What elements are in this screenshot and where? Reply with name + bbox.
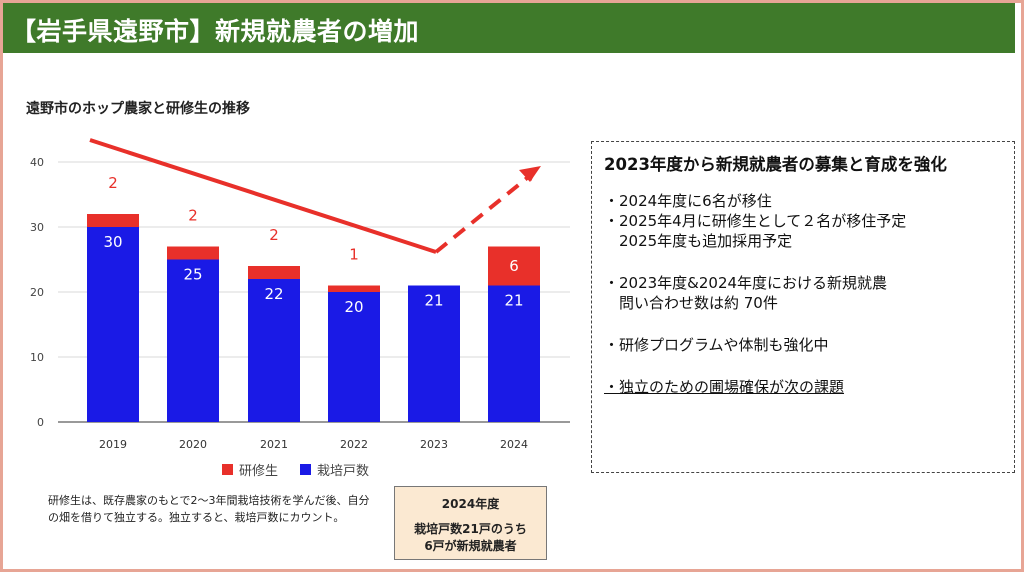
- callout-line-2: 6戸が新規就農者: [424, 539, 517, 553]
- footnote: 研修生は、既存農家のもとで2～3年間栽培技術を学んだ後、自分の畑を借りて独立する…: [48, 494, 370, 524]
- bar-trainee: [248, 266, 300, 279]
- legend-label-trainee: 研修生: [239, 464, 279, 479]
- callout-title: 2024年度: [441, 497, 500, 511]
- data-label-farms: 25: [183, 266, 202, 284]
- x-tick-label: 2020: [179, 438, 207, 451]
- data-label-farms: 22: [264, 285, 283, 303]
- info-bullet-5: ・独立のための圃場確保が次の課題: [604, 378, 845, 396]
- chart-title: 遠野市のホップ農家と研修生の推移: [26, 101, 250, 117]
- legend-item-trainee: 研修生: [222, 460, 278, 479]
- bar-farms: [167, 259, 219, 422]
- trend-arrow-head: [519, 166, 541, 182]
- callout-2024: 2024年度 栽培戸数21戸のうち 6戸が新規就農者: [394, 486, 547, 560]
- data-label-farms: 30: [103, 233, 122, 251]
- bar-trainee: [167, 246, 219, 260]
- y-tick-label: 0: [37, 416, 44, 429]
- y-tick-label: 10: [30, 351, 44, 364]
- legend-label-farms: 栽培戸数: [317, 464, 370, 479]
- info-heading: 2023年度から新規就農者の募集と育成を強化: [604, 155, 947, 174]
- bar-trainee: [488, 246, 540, 286]
- info-box: 2023年度から新規就農者の募集と育成を強化 ・2024年度に6名が移住 ・20…: [591, 141, 1015, 473]
- bar-farms: [328, 292, 380, 422]
- trend-arrow-rise: [434, 170, 536, 254]
- info-bullet-2: ・2025年4月に研修生として２名が移住予定: [604, 212, 907, 230]
- info-bullet-4: ・研修プログラムや体制も強化中: [604, 336, 829, 354]
- x-tick-label: 2021: [260, 438, 288, 451]
- chart-legend: 研修生 栽培戸数: [222, 460, 369, 479]
- y-tick-label: 40: [30, 156, 44, 169]
- info-bullet-1: ・2024年度に6名が移住: [604, 192, 772, 210]
- bar-trainee: [328, 285, 380, 292]
- info-bullet-3-cont: 問い合わせ数は約 70件: [604, 294, 778, 312]
- info-bullet-3: ・2023年度&2024年度における新規就農: [604, 274, 888, 292]
- data-label-trainee: 6: [509, 257, 519, 275]
- data-label-trainee: 2: [108, 174, 118, 192]
- data-label-trainee: 2: [269, 226, 279, 244]
- bar-farms: [488, 285, 540, 422]
- data-label-farms: 21: [424, 292, 443, 310]
- x-tick-label: 2019: [99, 438, 127, 451]
- legend-swatch-trainee: [222, 464, 233, 475]
- info-bullet-2-cont: 2025年度も追加採用予定: [604, 232, 793, 250]
- bar-farms: [87, 227, 139, 422]
- page-title: 【岩手県遠野市】新規就農者の増加: [11, 17, 420, 46]
- data-label-farms: 21: [504, 292, 523, 310]
- data-label-trainee: 2: [188, 207, 198, 225]
- y-tick-label: 20: [30, 286, 44, 299]
- data-label-farms: 20: [344, 298, 363, 316]
- legend-swatch-farms: [300, 464, 312, 475]
- y-tick-label: 30: [30, 221, 44, 234]
- legend-item-farms: 栽培戸数: [300, 460, 369, 479]
- header-bar: 【岩手県遠野市】新規就農者の増加: [3, 3, 1015, 53]
- callout-line-1: 栽培戸数21戸のうち: [414, 522, 527, 536]
- bar-farms: [408, 285, 460, 422]
- x-tick-label: 2022: [340, 438, 368, 451]
- trend-arrow-decline: [89, 138, 437, 254]
- x-tick-label: 2023: [420, 438, 448, 451]
- x-tick-label: 2024: [500, 438, 528, 451]
- bar-farms: [248, 279, 300, 422]
- data-label-trainee: 1: [349, 246, 359, 264]
- bar-trainee: [87, 214, 139, 227]
